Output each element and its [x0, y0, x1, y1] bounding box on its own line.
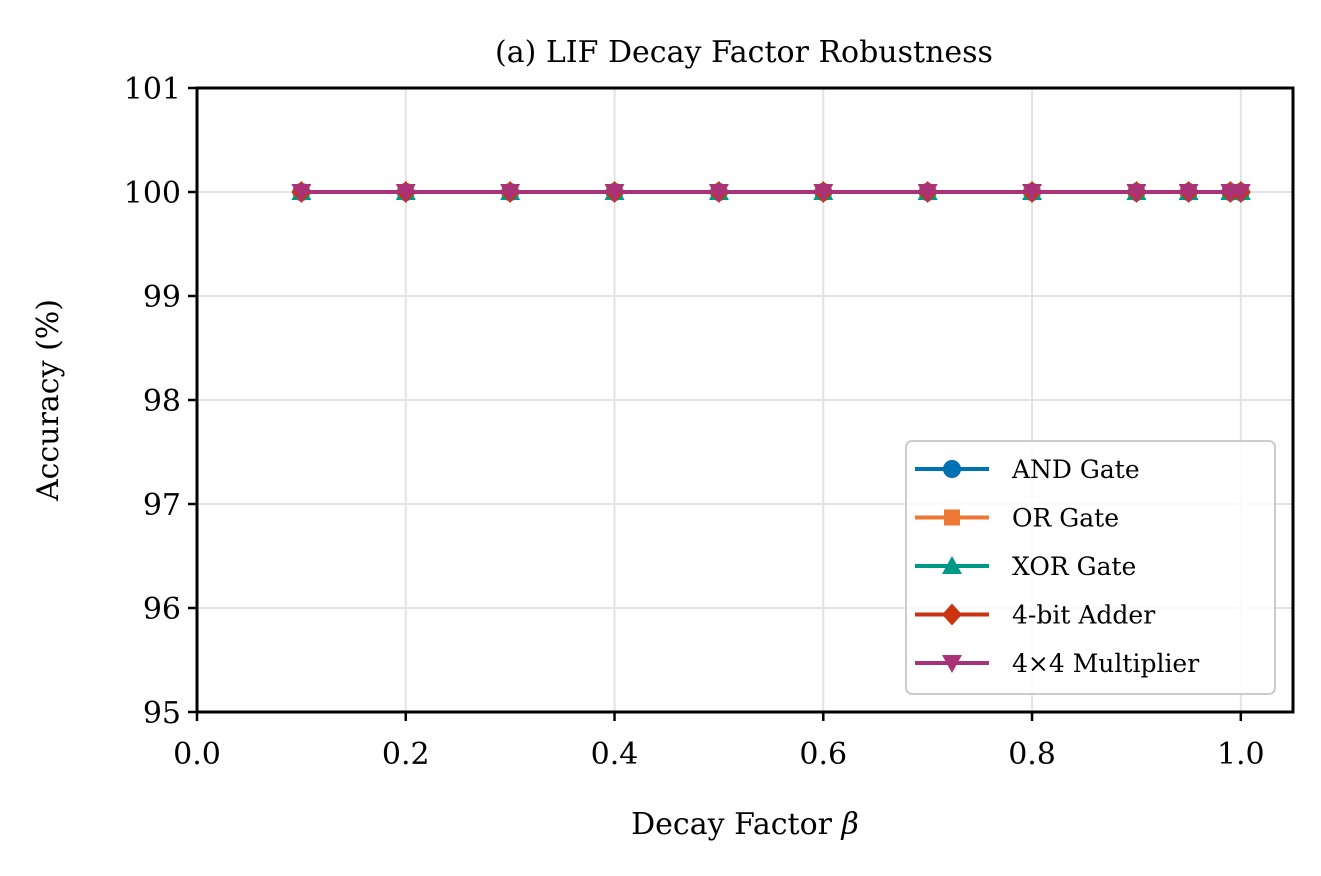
- y-axis: 95 96 97 98 99 100 101: [124, 72, 197, 731]
- x-axis: 0.0 0.2 0.4 0.6 0.8 1.0: [173, 712, 1265, 772]
- y-tick-label: 95: [143, 696, 181, 731]
- legend-marker: [944, 509, 960, 526]
- legend-item: 4×4 Multiplier: [915, 649, 1199, 678]
- legend-label: XOR Gate: [1012, 552, 1136, 581]
- data-point: [1126, 184, 1147, 202]
- data-point: [604, 184, 625, 202]
- legend-marker: [942, 603, 962, 626]
- legend-marker: [943, 460, 961, 478]
- y-tick-label: 100: [124, 176, 181, 211]
- y-tick-label: 99: [143, 280, 181, 315]
- data-point: [917, 184, 938, 202]
- legend-label: 4-bit Adder: [1012, 601, 1155, 630]
- y-tick-label: 101: [124, 72, 181, 107]
- y-tick-label: 98: [143, 384, 181, 419]
- legend-label: AND Gate: [1011, 455, 1140, 484]
- x-tick-label: 0.4: [591, 737, 639, 772]
- legend-item: 4-bit Adder: [915, 601, 1155, 630]
- legend-item: AND Gate: [915, 455, 1140, 484]
- x-tick-label: 1.0: [1217, 737, 1265, 772]
- legend-item: XOR Gate: [915, 552, 1136, 581]
- chart-title: (a) LIF Decay Factor Robustness: [495, 35, 993, 70]
- legend-label: 4×4 Multiplier: [1012, 649, 1199, 678]
- data-point: [813, 184, 834, 202]
- data-point: [291, 184, 312, 202]
- series-4-4-multiplier: [291, 184, 1251, 202]
- data-point: [500, 184, 521, 202]
- y-tick-label: 97: [143, 488, 181, 523]
- legend-label: OR Gate: [1012, 504, 1119, 533]
- x-tick-label: 0.2: [382, 737, 430, 772]
- y-tick-label: 96: [143, 592, 181, 627]
- data-point: [1178, 184, 1199, 202]
- legend: AND Gate OR Gate XOR Gate 4-bit Adder 4×4 Mu…: [905, 440, 1276, 695]
- x-tick-label: 0.6: [799, 737, 847, 772]
- data-point: [708, 184, 729, 202]
- y-axis-label: Accuracy (%): [31, 299, 66, 502]
- legend-marker: [942, 655, 962, 673]
- data-point: [1022, 184, 1043, 202]
- x-tick-label: 0.8: [1008, 737, 1056, 772]
- legend-marker: [942, 556, 962, 574]
- legend-item: OR Gate: [915, 504, 1119, 533]
- x-tick-label: 0.0: [173, 737, 221, 772]
- x-axis-label: Decay Factor β: [631, 807, 859, 842]
- data-point: [395, 184, 416, 202]
- legend-box: [905, 440, 1276, 695]
- data-point: [1230, 184, 1251, 202]
- series-layer: [291, 181, 1251, 203]
